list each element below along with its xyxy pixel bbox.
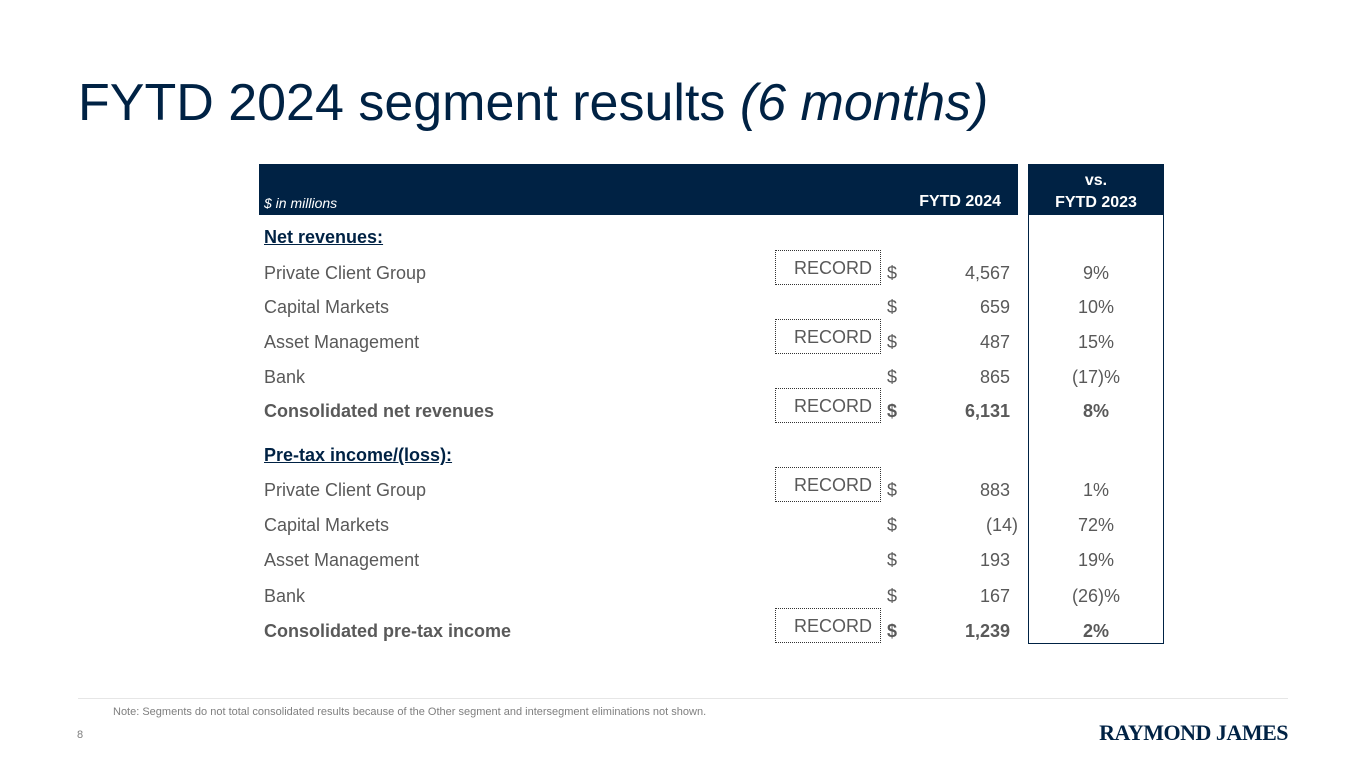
row-label: Bank xyxy=(264,367,306,387)
fytd-amount: 167 xyxy=(979,586,1010,606)
currency-symbol: $ xyxy=(887,297,898,317)
table-row: Private Client Group RECORD $ 4,567 9% xyxy=(0,250,1365,285)
row-label: Private Client Group xyxy=(264,480,427,500)
table-row: Consolidated net revenues RECORD $ 6,131… xyxy=(0,388,1365,423)
fytd-amount: 4,567 xyxy=(964,263,1010,283)
row-label: Capital Markets xyxy=(264,297,390,317)
row-label: Capital Markets xyxy=(264,515,390,535)
footer-divider xyxy=(78,698,1288,699)
fytd-amount: 883 xyxy=(979,480,1010,500)
slide-title: FYTD 2024 segment results (6 months) xyxy=(78,72,988,134)
footnote: Note: Segments do not total consolidated… xyxy=(113,706,707,718)
currency-symbol: $ xyxy=(887,515,898,535)
pretax-income-heading: Pre-tax income/(loss): xyxy=(264,445,453,465)
currency-symbol: $ xyxy=(887,367,898,387)
table-row: Private Client Group RECORD $ 883 1% xyxy=(0,467,1365,502)
currency-symbol: $ xyxy=(887,621,898,641)
row-label: Consolidated net revenues xyxy=(264,401,495,421)
yoy-change: 8% xyxy=(1082,401,1109,421)
record-badge: RECORD xyxy=(775,467,881,502)
fytd-amount: 1,239 xyxy=(964,621,1010,641)
yoy-change: 10% xyxy=(1077,297,1115,317)
units-label: $ in millions xyxy=(264,195,338,211)
comparison-header-bar xyxy=(1028,164,1164,215)
row-label: Consolidated pre-tax income xyxy=(264,621,512,641)
comparison-column-border xyxy=(1028,215,1164,644)
fytd-column-header: FYTD 2024 xyxy=(919,193,1001,210)
record-badge: RECORD xyxy=(775,388,881,423)
table-row: Consolidated pre-tax income RECORD $ 1,2… xyxy=(0,608,1365,643)
currency-symbol: $ xyxy=(887,550,898,570)
fytd-amount: 193 xyxy=(979,550,1010,570)
currency-symbol: $ xyxy=(887,332,898,352)
title-main: FYTD 2024 segment results xyxy=(78,74,726,132)
row-label: Bank xyxy=(264,586,306,606)
table-row: Asset Management RECORD $ 487 15% xyxy=(0,319,1365,354)
table-row: Capital Markets $ (14) 72% xyxy=(0,514,1365,536)
table-row: Capital Markets $ 659 10% xyxy=(0,296,1365,318)
fytd-amount: 865 xyxy=(979,367,1010,387)
currency-symbol: $ xyxy=(887,401,898,421)
yoy-change: 9% xyxy=(1082,263,1109,283)
yoy-change: 1% xyxy=(1082,480,1109,500)
table-row: Bank $ 865 (17)% xyxy=(0,366,1365,388)
yoy-change: 72% xyxy=(1077,515,1115,535)
yoy-change: (26)% xyxy=(1071,586,1120,606)
table-row: Bank $ 167 (26)% xyxy=(0,585,1365,607)
page-number: 8 xyxy=(77,729,84,741)
record-badge: RECORD xyxy=(775,250,881,285)
yoy-change: 19% xyxy=(1077,550,1115,570)
title-period: (6 months) xyxy=(739,74,989,132)
comparison-header-line2: FYTD 2023 xyxy=(1055,194,1137,211)
table-row: Asset Management $ 193 19% xyxy=(0,549,1365,571)
net-revenues-heading: Net revenues: xyxy=(264,227,384,247)
row-label: Asset Management xyxy=(264,550,420,570)
currency-symbol: $ xyxy=(887,480,898,500)
record-badge: RECORD xyxy=(775,319,881,354)
comparison-header-line1: vs. xyxy=(1084,172,1108,189)
fytd-amount: 659 xyxy=(979,297,1010,317)
yoy-change: 15% xyxy=(1077,332,1115,352)
yoy-change: (17)% xyxy=(1071,367,1120,387)
table-header-bar xyxy=(259,164,1018,215)
currency-symbol: $ xyxy=(887,586,898,606)
comparison-column-header: vs. FYTD 2023 xyxy=(1028,170,1164,214)
currency-symbol: $ xyxy=(887,263,898,283)
fytd-amount: 487 xyxy=(979,332,1010,352)
fytd-amount: 6,131 xyxy=(964,401,1010,421)
raymond-james-logo: RAYMOND JAMES xyxy=(1099,720,1288,745)
record-badge: RECORD xyxy=(775,608,881,643)
yoy-change: 2% xyxy=(1082,621,1109,641)
fytd-amount: (14) xyxy=(985,515,1018,535)
row-label: Asset Management xyxy=(264,332,420,352)
row-label: Private Client Group xyxy=(264,263,427,283)
